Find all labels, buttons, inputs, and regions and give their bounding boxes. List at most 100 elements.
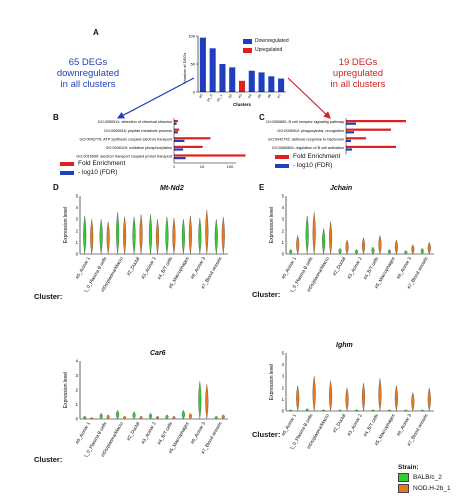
go-xtick-0: 1 — [173, 164, 176, 168]
violin-ighm-6-nod — [394, 385, 398, 412]
violin-jchain-4-nod — [361, 237, 366, 255]
violin-ytick-4: 4 — [76, 359, 79, 364]
violin-jchain-4-balb — [354, 249, 359, 255]
violin-xtick-7: #6_Acinar 3 — [190, 256, 207, 280]
violin-car6-8-nod — [221, 414, 225, 420]
deg-y-ticks: 0 50 100 — [188, 34, 198, 95]
deg-x-ticks: #0 #1_0 #1_1 #2 #3 #4 #5 #6 #7 — [198, 94, 282, 103]
violin-ytick-5: 5 — [76, 194, 79, 199]
violin-car6-2-balb — [116, 410, 120, 420]
violin-ighm-8-balb — [420, 409, 424, 412]
violin-ighm-3-balb — [338, 409, 342, 412]
violin-ytick-1: 1 — [76, 240, 79, 245]
deg-bar-down-1 — [209, 48, 216, 92]
violin-ighm-5-balb — [371, 409, 375, 412]
panel-letter-d: D — [53, 183, 59, 192]
violin-car6-0-balb — [83, 415, 87, 420]
violin-ighm-2-nod — [329, 380, 333, 412]
go-xtick-2: 100 — [227, 164, 234, 168]
violin-jchain-2-balb — [322, 228, 326, 255]
violin-ytick-0: 0 — [76, 252, 79, 257]
violin-ighm-2-balb — [322, 409, 326, 412]
deg-legend: Downregulated Upregulated — [243, 38, 289, 53]
violin-car6-1-nod — [106, 414, 110, 420]
violin-xtick-7: #6_Acinar 3 — [396, 413, 413, 437]
violin-xtick-4: #3_Acinar 2 — [140, 256, 157, 280]
violin-jchain-0-balb — [289, 249, 293, 255]
deg-bar-down-2 — [219, 64, 226, 92]
violin-mtnd2-5-balb — [165, 216, 169, 255]
go-fdr-bar-1 — [174, 131, 178, 134]
violin-ighm-7-nod — [411, 391, 415, 412]
violin-mtnd2-1-nod — [106, 221, 110, 255]
violin-ytick-2: 2 — [282, 228, 285, 233]
violin-jchain-5-balb — [371, 246, 375, 255]
go-term-3: GO:0006119: oxidative phosphorylation — [106, 146, 172, 150]
violin-ylabel: Expression level — [269, 364, 275, 400]
deg-bar-down-8 — [278, 78, 285, 92]
gene-title-mtnd2: Mt-Nd2 — [160, 185, 184, 192]
violin-xtick-7: #6_Acinar 3 — [190, 421, 207, 445]
violin-mtnd2-7-balb — [198, 218, 202, 255]
violin-car6-7-balb — [198, 381, 202, 420]
violin-ighm-8-nod — [427, 387, 431, 412]
violin-xtick-0: #0_Acinar 1 — [280, 413, 297, 437]
deg-bar-chart: 0 50 100 #0 #1_0 #1_1 #2 #3 #4 #5 #6 #7 Number of … — [182, 34, 286, 107]
legend-swatch-up — [243, 47, 252, 53]
violin-ytick-3: 3 — [282, 217, 285, 222]
violin-mtnd2-2-balb — [116, 212, 120, 255]
legend-swatch-down — [243, 38, 252, 44]
violin-xtick-4: #3_Acinar 2 — [140, 421, 157, 445]
violin-jchain-3-balb — [338, 247, 342, 255]
go-fold-bar-4 — [174, 154, 246, 157]
deg-xtick-2: #1_1 — [216, 94, 223, 103]
go-panel-b: GO:0050911: detection of chemical stimul… — [60, 116, 250, 175]
violin-ytick-3: 3 — [76, 373, 79, 378]
violin-ytick-2: 2 — [282, 385, 285, 390]
deg-bars — [199, 37, 285, 92]
panel-letter-e: E — [259, 183, 265, 192]
violin-jchain-8-nod — [427, 242, 431, 255]
violin-jchain-1-nod — [312, 212, 316, 255]
violin-xtick-0: #0_Acinar 1 — [280, 256, 297, 280]
violin-ylabel: Expression level — [269, 207, 275, 243]
deg-bar-down-3 — [229, 67, 236, 92]
violin-ytick-0: 0 — [282, 252, 285, 257]
legend-c-fold: Fold Enrichment — [275, 153, 340, 160]
deg-xtick-3: #2 — [228, 94, 233, 99]
violin-xtick-3: #2_Ductal — [126, 256, 141, 276]
violin-ytick-2: 2 — [76, 228, 79, 233]
go-panel-c: GO:0050850: B cell receptor signaling pa… — [265, 116, 416, 169]
deg-bar-down-5 — [248, 70, 255, 92]
violin-xtick-4: #3_Acinar 2 — [346, 413, 363, 437]
violin-jchain-6-balb — [387, 249, 391, 255]
violin-xtick-5: #4_B/T cells — [156, 255, 173, 280]
cluster-label-e1: Cluster: — [252, 290, 281, 299]
violin-ytick-2: 2 — [76, 388, 79, 393]
violin-ighm-0-balb — [289, 409, 293, 412]
go-fdr-bar-2 — [346, 139, 351, 142]
violin-ighm-3-nod — [345, 387, 349, 412]
downregulated-note: 65 DEGs downregulated in all clusters — [56, 57, 120, 90]
go-fold-bar-1 — [346, 128, 391, 131]
violin-car6-6-balb — [181, 410, 185, 420]
violin-ighm-4-balb — [354, 409, 359, 412]
go-fold-bar-3 — [174, 145, 203, 148]
go-fold-bar-3 — [346, 145, 396, 148]
violin-jchain-8-balb — [420, 247, 424, 255]
violin-mtnd2-1-balb — [99, 219, 103, 255]
violin-ytick-5: 5 — [282, 351, 285, 356]
go-fold-bar-2 — [174, 137, 211, 140]
violin-mtnd2-7-nod — [205, 209, 209, 255]
deg-bar-up-4 — [238, 80, 246, 92]
legend-b-fold: Fold Enrichment — [60, 160, 125, 167]
violin-ytick-3: 3 — [76, 217, 79, 222]
cluster-label-e2: Cluster: — [252, 430, 281, 439]
deg-xtick-0: #0 — [198, 94, 203, 99]
violin-mtnd2-4-balb — [148, 214, 153, 255]
violin-car6-4-balb — [148, 412, 153, 420]
